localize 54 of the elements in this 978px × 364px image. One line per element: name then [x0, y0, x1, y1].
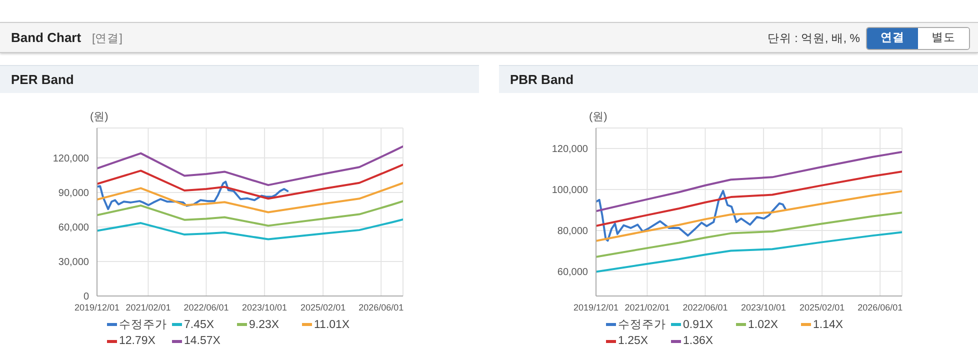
y-tick-label: 120,000 — [52, 153, 90, 164]
text: [연결] — [92, 32, 122, 46]
legend-label: 0.91X — [683, 318, 714, 330]
line-series — [596, 231, 902, 273]
y-axis-title: (원) — [589, 110, 608, 124]
y-tick-label: 90,000 — [58, 188, 90, 199]
y-tick-label: 80,000 — [557, 226, 588, 237]
line-series — [596, 190, 902, 242]
x-tick-label: 2022/06/01 — [682, 302, 728, 312]
line-series — [97, 200, 403, 227]
chart-title: PBR Band — [499, 65, 978, 93]
x-tick-label: 2019/12/01 — [74, 302, 120, 312]
line-series — [596, 190, 786, 242]
legend-label: 1.14X — [813, 318, 844, 330]
legend-label: 수정주가 — [119, 318, 167, 332]
y-tick-label: 60,000 — [557, 266, 588, 278]
legend-label: 1.25X — [618, 335, 648, 347]
line-series — [97, 180, 289, 210]
x-tick-label: 2026/06/01 — [858, 302, 903, 312]
x-tick-label: 2021/02/01 — [126, 302, 171, 312]
y-tick-label: 0 — [83, 292, 90, 303]
legend-label: 1.02X — [748, 318, 778, 330]
x-tick-label: 2025/02/01 — [300, 302, 346, 312]
legend-label: 7.45X — [184, 318, 214, 330]
line-series — [97, 164, 403, 200]
legend-label: 12.79X — [119, 335, 156, 347]
legend-label: 14.57X — [184, 335, 220, 347]
text: Band Chart — [11, 30, 82, 45]
y-tick-label: 120,000 — [552, 144, 588, 156]
line-series — [97, 182, 403, 214]
x-tick-label: 2025/02/01 — [800, 302, 845, 312]
text: 별도 — [918, 28, 969, 49]
y-axis-title: (원) — [90, 110, 108, 124]
legend-label: 수정주가 — [618, 318, 666, 332]
x-tick-label: 2021/02/01 — [624, 302, 670, 312]
text: 단위 : 억원, 배, % — [767, 32, 860, 46]
line-series — [596, 150, 902, 212]
line-series — [596, 212, 902, 258]
line-series — [596, 170, 902, 227]
chart-title: PER Band — [0, 65, 479, 93]
x-tick-label: 2023/10/01 — [242, 302, 288, 312]
x-tick-label: 2023/10/01 — [741, 302, 786, 312]
y-tick-label: 100,000 — [552, 185, 588, 196]
line-series — [97, 145, 403, 186]
line-series — [97, 218, 403, 240]
x-tick-label: 2019/12/01 — [573, 302, 619, 312]
legend-label: 1.36X — [683, 335, 714, 347]
legend-label: 9.23X — [249, 318, 280, 330]
legend-label: 11.01X — [314, 318, 350, 330]
x-tick-label: 2022/06/01 — [184, 302, 229, 312]
text: 연결 — [867, 28, 918, 49]
x-tick-label: 2026/06/01 — [358, 302, 404, 312]
y-tick-label: 30,000 — [58, 257, 90, 268]
y-tick-label: 60,000 — [58, 222, 90, 234]
